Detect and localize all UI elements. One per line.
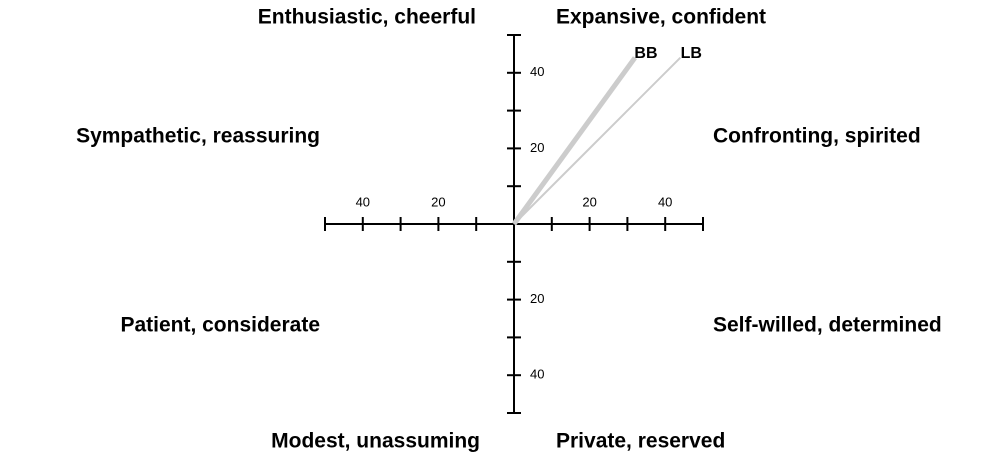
y-tick-label: 20 bbox=[530, 291, 544, 306]
quadrant-label: Expansive, confident bbox=[556, 6, 766, 29]
vector bbox=[513, 56, 682, 225]
y-tick-label: 40 bbox=[530, 64, 544, 79]
quadrant-label: Confronting, spirited bbox=[713, 125, 921, 148]
vector-label: BB bbox=[634, 45, 657, 62]
y-tick-label: 20 bbox=[530, 140, 544, 155]
x-tick-label: 20 bbox=[431, 194, 445, 209]
x-tick-label: 20 bbox=[582, 194, 596, 209]
quadrant-label: Modest, unassuming bbox=[271, 430, 480, 453]
y-tick-label: 40 bbox=[530, 367, 544, 382]
vector-label: LB bbox=[681, 45, 702, 62]
x-tick-label: 40 bbox=[658, 194, 672, 209]
vector bbox=[511, 56, 637, 226]
x-tick-label: 40 bbox=[356, 194, 370, 209]
quadrant-label: Self-willed, determined bbox=[713, 314, 942, 337]
quadrant-label: Sympathetic, reassuring bbox=[76, 125, 320, 148]
quadrant-label: Enthusiastic, cheerful bbox=[258, 6, 476, 29]
quadrant-label: Private, reserved bbox=[556, 430, 725, 453]
quadrant-label: Patient, considerate bbox=[120, 314, 320, 337]
